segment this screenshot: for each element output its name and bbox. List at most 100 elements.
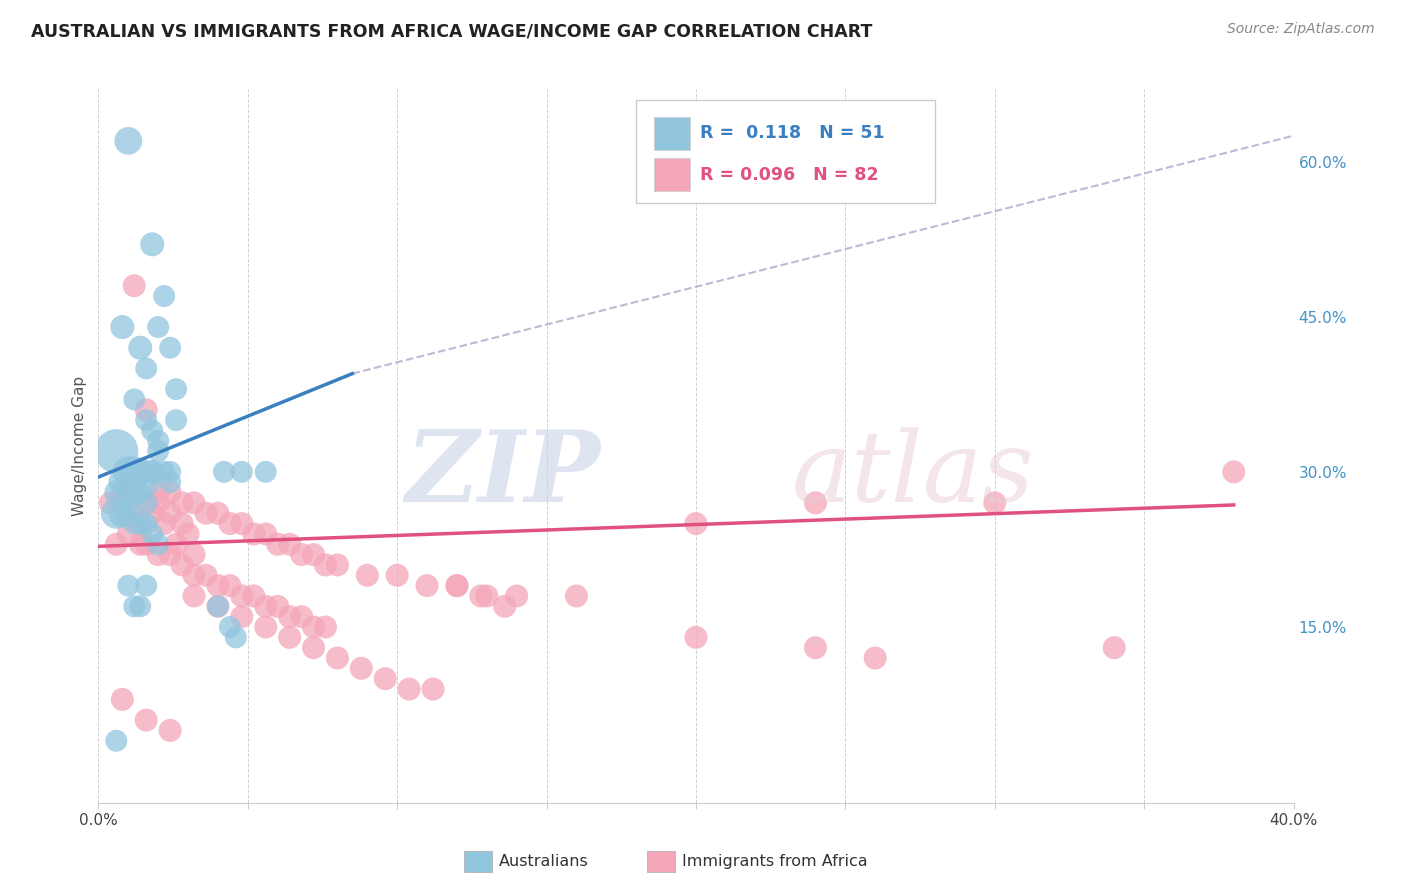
Point <box>141 465 163 479</box>
Point <box>117 579 139 593</box>
Point <box>804 496 827 510</box>
Point <box>141 424 163 438</box>
Point <box>398 681 420 696</box>
Point <box>135 713 157 727</box>
Point <box>165 382 187 396</box>
FancyBboxPatch shape <box>654 159 690 191</box>
Point <box>159 485 181 500</box>
Point <box>148 434 170 448</box>
Point <box>231 465 253 479</box>
Point <box>278 537 301 551</box>
Point <box>124 485 146 500</box>
Point <box>506 589 529 603</box>
Point <box>124 465 146 479</box>
Point <box>129 599 152 614</box>
Point <box>219 620 242 634</box>
Point <box>124 599 146 614</box>
Point <box>153 289 176 303</box>
Point <box>111 692 134 706</box>
Point <box>804 640 827 655</box>
Point <box>129 537 152 551</box>
Point <box>267 537 290 551</box>
Point <box>135 516 157 531</box>
Point <box>148 320 170 334</box>
Point <box>135 579 157 593</box>
Point <box>117 465 139 479</box>
Point <box>183 548 205 562</box>
Text: atlas: atlas <box>792 427 1035 522</box>
Point <box>148 444 170 458</box>
Point <box>129 516 152 531</box>
Point <box>254 620 277 634</box>
Point <box>183 568 205 582</box>
Point <box>315 558 337 572</box>
Point <box>135 413 157 427</box>
Point <box>135 496 157 510</box>
Point <box>207 579 229 593</box>
Point <box>159 506 181 520</box>
Point <box>111 485 134 500</box>
Point <box>302 548 325 562</box>
Point <box>159 475 181 490</box>
Point <box>446 579 468 593</box>
Point <box>165 537 187 551</box>
Point <box>685 516 707 531</box>
Point <box>111 506 134 520</box>
Point <box>231 609 253 624</box>
Point <box>326 558 349 572</box>
Point <box>278 609 301 624</box>
Point <box>105 537 128 551</box>
Point <box>243 589 266 603</box>
Point <box>207 506 229 520</box>
Point <box>475 589 498 603</box>
Point <box>117 134 139 148</box>
Point <box>374 672 396 686</box>
Point <box>291 548 314 562</box>
Text: Source: ZipAtlas.com: Source: ZipAtlas.com <box>1227 22 1375 37</box>
Point <box>159 548 181 562</box>
Point <box>315 620 337 634</box>
Point <box>124 506 146 520</box>
Point <box>124 516 146 531</box>
Point <box>207 599 229 614</box>
Point <box>148 485 170 500</box>
Point <box>105 485 128 500</box>
Point <box>129 341 152 355</box>
Point <box>111 320 134 334</box>
Point <box>243 527 266 541</box>
Point <box>148 537 170 551</box>
Point <box>117 506 139 520</box>
Point <box>159 465 181 479</box>
Point <box>267 599 290 614</box>
Point <box>135 475 157 490</box>
Point <box>98 496 122 510</box>
Point <box>148 496 170 510</box>
Point <box>117 527 139 541</box>
Point <box>231 589 253 603</box>
Point <box>141 506 163 520</box>
Point <box>195 568 218 582</box>
Point <box>172 516 194 531</box>
Point <box>207 599 229 614</box>
Point <box>356 568 378 582</box>
Point <box>291 609 314 624</box>
Point <box>129 516 152 531</box>
Point <box>129 465 152 479</box>
Point <box>254 527 277 541</box>
Point <box>153 465 176 479</box>
Point <box>159 723 181 738</box>
Point <box>129 465 152 479</box>
Text: R = 0.096   N = 82: R = 0.096 N = 82 <box>700 166 879 184</box>
Point <box>212 465 235 479</box>
Y-axis label: Wage/Income Gap: Wage/Income Gap <box>72 376 87 516</box>
Point <box>135 537 157 551</box>
Point <box>254 599 277 614</box>
Point <box>470 589 492 603</box>
Point <box>350 661 373 675</box>
FancyBboxPatch shape <box>637 100 935 203</box>
Point <box>219 579 242 593</box>
Point <box>141 465 163 479</box>
Point <box>117 485 139 500</box>
Point <box>278 630 301 644</box>
Text: Australians: Australians <box>499 855 589 869</box>
